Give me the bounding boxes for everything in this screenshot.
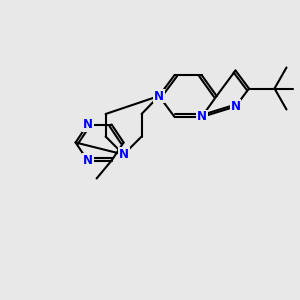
Text: N: N — [230, 100, 241, 113]
Text: N: N — [82, 154, 93, 167]
Text: N: N — [196, 110, 207, 124]
Text: N: N — [82, 118, 93, 131]
Text: N: N — [118, 148, 129, 161]
Text: N: N — [154, 89, 164, 103]
